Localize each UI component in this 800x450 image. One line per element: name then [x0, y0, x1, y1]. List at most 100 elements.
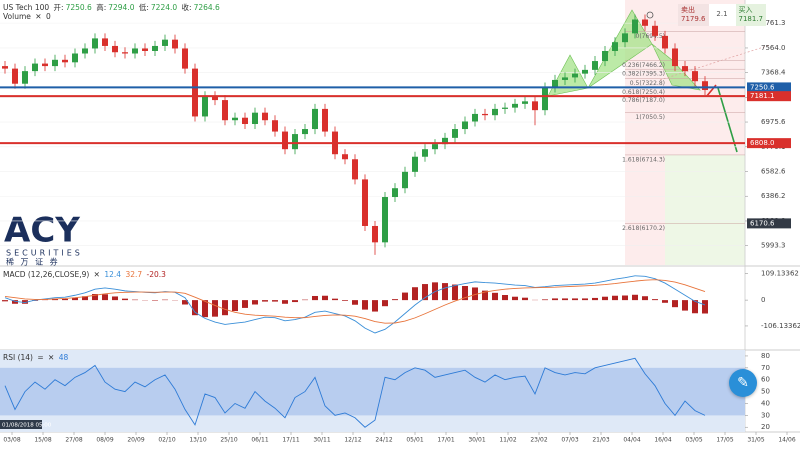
- y-tick-label: 60: [761, 376, 770, 384]
- histogram-bar: [562, 298, 568, 301]
- candle-body: [212, 96, 218, 101]
- histogram-bar: [502, 295, 508, 301]
- histogram-bar: [492, 292, 498, 301]
- x-tick-label: 07/03: [561, 437, 578, 444]
- y-tick-label: -106.13362: [761, 322, 800, 330]
- histogram-bar: [312, 295, 318, 301]
- candle-body: [612, 42, 618, 51]
- logo-text: 稀 万 证 券: [6, 257, 60, 267]
- buy-panel[interactable]: 买入 7181.7: [735, 4, 766, 26]
- x-tick-label: 30/11: [313, 437, 330, 444]
- draw-button[interactable]: ✎: [729, 369, 757, 397]
- candle-body: [102, 38, 108, 46]
- histogram-bar: [442, 283, 448, 301]
- candle-body: [322, 108, 328, 132]
- candle-body: [112, 45, 118, 53]
- x-tick-label: 17/11: [282, 437, 299, 444]
- candle-body: [132, 48, 138, 54]
- candle-body: [452, 129, 458, 138]
- macd-header: MACD (12,26,CLOSE,9) ✕ 12.4 32.7 -20.3: [3, 270, 168, 279]
- price-label: 6808.0: [750, 139, 775, 147]
- fib-label: 0.382(7395.3): [622, 71, 665, 78]
- y-tick-label: 6386.2: [761, 192, 786, 200]
- candle-body: [472, 113, 478, 122]
- histogram-bar: [222, 300, 228, 316]
- histogram-bar: [682, 300, 688, 311]
- x-tick-label: 30/01: [468, 437, 485, 444]
- histogram-bar: [402, 292, 408, 301]
- histogram-bar: [212, 300, 218, 317]
- y-tick-label: 70: [761, 364, 770, 372]
- candle-body: [142, 48, 148, 51]
- histogram-bar: [552, 298, 558, 301]
- fib-label: 1.618(6714.3): [622, 156, 665, 163]
- quote-item: 低:: [138, 3, 149, 12]
- quote-item: 高:: [96, 3, 107, 12]
- candle-body: [542, 87, 548, 111]
- histogram-bar: [372, 300, 378, 312]
- candle-body: [672, 48, 678, 67]
- histogram-bar: [192, 300, 198, 316]
- candle-body: [172, 39, 178, 49]
- candle-body: [32, 63, 38, 72]
- candle-body: [492, 108, 498, 116]
- candle-body: [52, 59, 58, 67]
- histogram-bar: [672, 300, 678, 308]
- volume-label: Volume: [3, 12, 31, 21]
- y-tick-label: 7564.0: [761, 44, 786, 52]
- candle-body: [432, 144, 438, 150]
- candle-body: [522, 101, 528, 104]
- x-tick-label: 20/09: [127, 437, 144, 444]
- histogram-bar: [82, 296, 88, 301]
- histogram-bar: [252, 300, 258, 305]
- histogram-bar: [582, 298, 588, 301]
- histogram-bar: [472, 287, 478, 301]
- histogram-bar: [652, 299, 658, 301]
- histogram-bar: [452, 284, 458, 301]
- candle-body: [42, 63, 48, 67]
- quote-box[interactable]: 卖出 7179.6 2.1 买入 7181.7: [678, 4, 766, 26]
- candle-body: [362, 179, 368, 226]
- x-tick-label: 25/10: [220, 437, 237, 444]
- readout: 48: [58, 353, 69, 362]
- x-tick-label: 12/12: [344, 437, 361, 444]
- candle-body: [652, 25, 658, 36]
- histogram-bar: [322, 295, 328, 301]
- x-tick-label: 06/11: [251, 437, 268, 444]
- histogram-bar: [102, 294, 108, 301]
- close-icon[interactable]: ✕: [35, 12, 42, 21]
- y-tick-label: 0: [761, 296, 765, 304]
- sell-panel[interactable]: 卖出 7179.6: [678, 4, 709, 26]
- trend-line: [659, 44, 771, 81]
- histogram-bar: [122, 298, 128, 301]
- histogram-bar: [462, 286, 468, 301]
- symbol: US Tech 100: [3, 3, 50, 12]
- candle-body: [252, 112, 258, 125]
- candle-body: [602, 50, 608, 62]
- histogram-bar: [632, 294, 638, 301]
- close-icon[interactable]: ✕: [93, 270, 100, 279]
- candle-body: [562, 77, 568, 80]
- cursor-label: 01/08/2018 05:00: [2, 423, 52, 429]
- close-icon[interactable]: ✕: [48, 353, 55, 362]
- price-label-box: [747, 218, 791, 229]
- histogram-bar: [612, 295, 618, 301]
- candle-body: [552, 79, 558, 88]
- x-tick-label: 27/08: [65, 437, 82, 444]
- quote-item: 收:: [181, 3, 192, 12]
- readout: 32.7: [125, 270, 143, 279]
- candle-body: [22, 71, 28, 84]
- candle-body: [152, 45, 158, 51]
- y-tick-label: 30: [761, 411, 770, 419]
- y-tick-label: 6975.6: [761, 118, 786, 126]
- rsi-eq: =: [37, 353, 44, 362]
- histogram-bar: [692, 300, 698, 314]
- price-label: 7250.6: [750, 83, 775, 91]
- candle-body: [512, 103, 518, 108]
- quote-item: 7224.0: [150, 3, 178, 12]
- histogram-bar: [282, 300, 288, 304]
- candle-body: [72, 53, 78, 63]
- x-tick-label: 23/02: [530, 437, 547, 444]
